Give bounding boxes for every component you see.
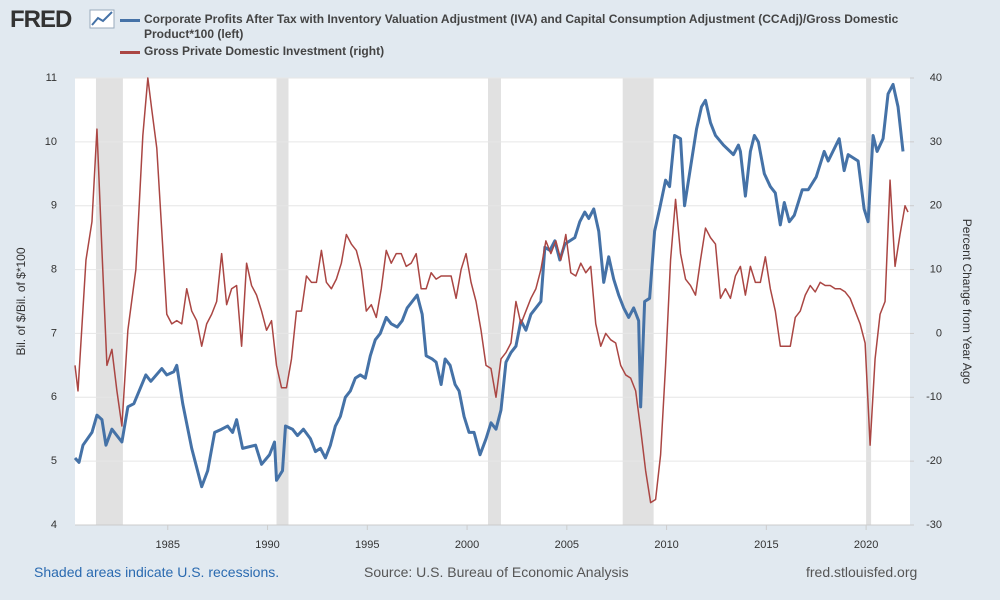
y-tick-label: 6 <box>51 391 57 403</box>
y2-tick-label: -30 <box>926 519 942 531</box>
y2-tick-label: 30 <box>930 136 942 148</box>
x-tick-label: 1985 <box>156 539 180 551</box>
legend: Corporate Profits After Tax with Invento… <box>120 12 920 61</box>
y-tick-label: 11 <box>46 72 57 84</box>
recession-band <box>622 78 654 525</box>
legend-swatch <box>120 51 140 54</box>
series-line <box>73 82 905 489</box>
x-tick-label: 1995 <box>355 539 379 551</box>
legend-label: Corporate Profits After Tax with Invento… <box>144 12 899 41</box>
y-axis-label: Bil. of $/Bil. of $*100 <box>14 247 28 355</box>
series-line <box>74 77 909 504</box>
y-tick-label: 10 <box>45 136 57 148</box>
legend-swatch <box>120 19 140 22</box>
logo: FRED <box>10 6 72 33</box>
x-tick-label: 2000 <box>455 539 479 551</box>
y2-tick-label: -10 <box>926 391 942 403</box>
y-tick-label: 8 <box>51 263 57 275</box>
y-tick-label: 9 <box>51 200 57 212</box>
legend-label: Gross Private Domestic Investment (right… <box>144 44 385 58</box>
x-tick-label: 2015 <box>754 539 778 551</box>
x-tick-label: 2010 <box>654 539 678 551</box>
x-tick-label: 1990 <box>255 539 279 551</box>
recession-band <box>95 78 123 525</box>
x-tick-label: 2020 <box>854 539 878 551</box>
y2-axis-label: Percent Change from Year Ago <box>960 219 974 385</box>
footer-note: Shaded areas indicate U.S. recessions. <box>34 564 280 580</box>
y2-tick-label: 10 <box>930 263 942 275</box>
y2-tick-label: -20 <box>926 455 942 467</box>
y2-tick-label: 40 <box>930 72 942 84</box>
recession-band <box>488 78 501 525</box>
y2-tick-label: 0 <box>936 327 942 339</box>
y2-tick-label: 20 <box>930 200 942 212</box>
y-tick-label: 7 <box>51 327 57 339</box>
footer-url: fred.stlouisfed.org <box>806 564 918 580</box>
recession-band <box>866 78 872 525</box>
footer-source: Source: U.S. Bureau of Economic Analysis <box>364 564 629 580</box>
legend-entry: Gross Private Domestic Investment (right… <box>120 44 920 59</box>
y-tick-label: 4 <box>51 519 57 531</box>
y-tick-label: 5 <box>51 455 57 467</box>
legend-entry: Corporate Profits After Tax with Invento… <box>120 12 920 42</box>
recession-band <box>276 78 289 525</box>
x-tick-label: 2005 <box>555 539 579 551</box>
